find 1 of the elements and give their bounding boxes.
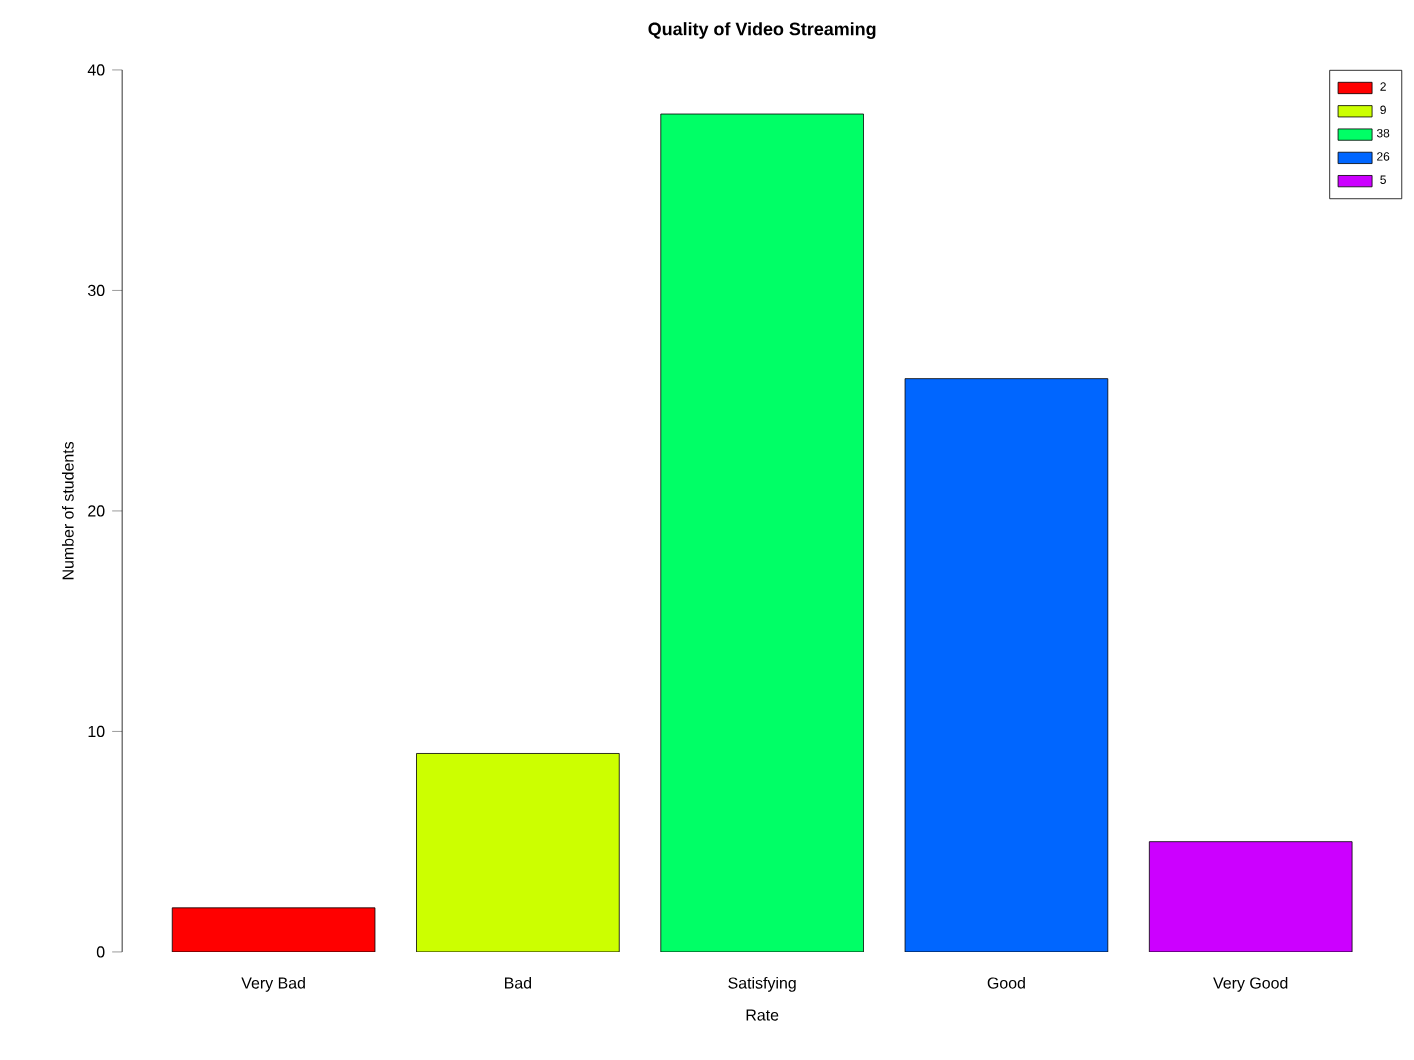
chart-title: Quality of Video Streaming bbox=[648, 22, 876, 39]
